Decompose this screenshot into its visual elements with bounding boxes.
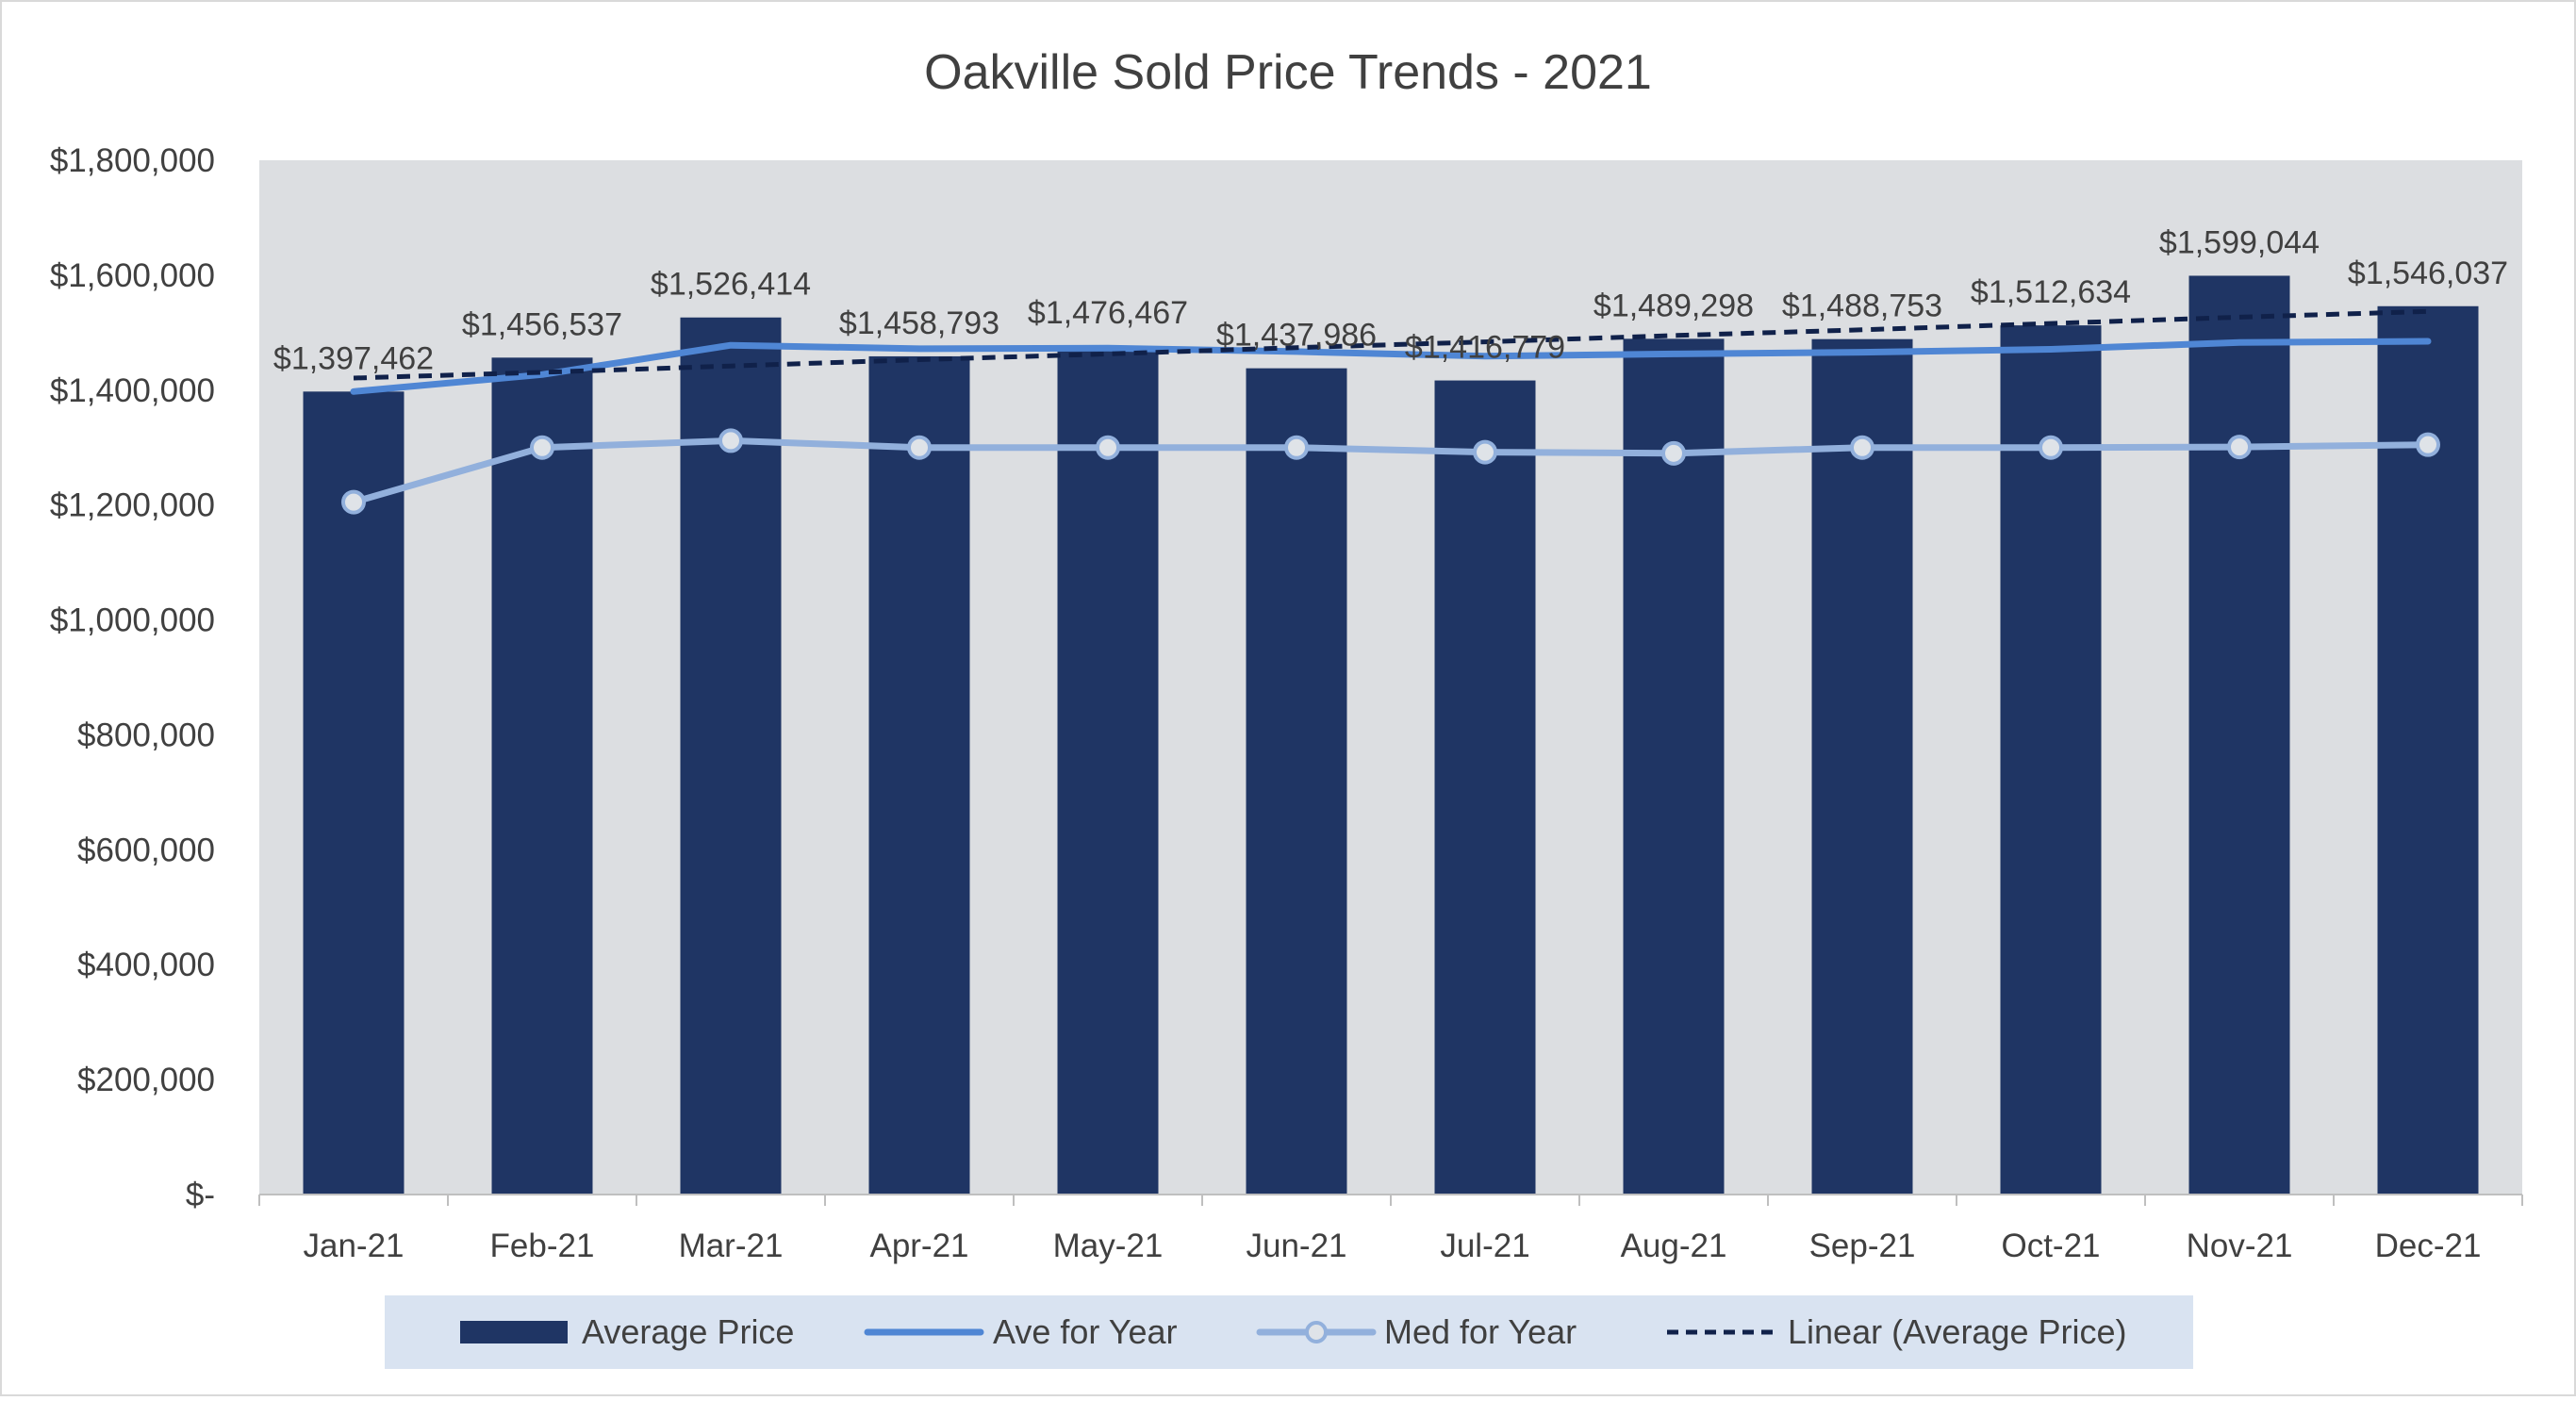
bar-feb-21 bbox=[491, 357, 593, 1195]
x-tick-label: Jun-21 bbox=[1246, 1228, 1346, 1264]
bar-nov-21 bbox=[2188, 275, 2290, 1195]
data-label-may-21: $1,476,467 bbox=[1028, 295, 1188, 331]
line-path bbox=[350, 437, 2432, 506]
data-label-apr-21: $1,458,793 bbox=[839, 305, 999, 341]
data-label-sep-21: $1,488,753 bbox=[1782, 288, 1942, 324]
median-point-apr-21 bbox=[907, 435, 932, 460]
legend-item-ave-for-year: Ave for Year bbox=[864, 1312, 1178, 1351]
x-tick-label: Apr-21 bbox=[869, 1228, 968, 1264]
x-tick-label: Feb-21 bbox=[490, 1228, 595, 1264]
data-label-dec-21: $1,546,037 bbox=[2348, 255, 2508, 291]
median-point-nov-21 bbox=[2227, 435, 2252, 460]
legend-swatch bbox=[460, 1321, 568, 1343]
bar-jun-21 bbox=[1246, 368, 1347, 1195]
y-tick-label: $200,000 bbox=[77, 1062, 215, 1098]
y-tick-label: $1,600,000 bbox=[50, 257, 215, 294]
median-point-oct-21 bbox=[2039, 435, 2063, 460]
data-label-jun-21: $1,437,986 bbox=[1216, 318, 1377, 354]
line-path bbox=[350, 338, 2432, 395]
line-series-med-for-year bbox=[341, 428, 2440, 515]
y-tick-label: $1,000,000 bbox=[50, 602, 215, 639]
data-label-nov-21: $1,599,044 bbox=[2159, 224, 2320, 260]
legend-marker bbox=[1305, 1321, 1328, 1343]
legend-label: Linear (Average Price) bbox=[1788, 1312, 2127, 1351]
legend-item-linear-average-price: Linear (Average Price) bbox=[1667, 1312, 2127, 1351]
x-tick-label: Sep-21 bbox=[1809, 1228, 1916, 1264]
median-point-jul-21 bbox=[1473, 439, 1497, 465]
line-series-group bbox=[341, 308, 2440, 515]
x-tick-label: May-21 bbox=[1053, 1228, 1164, 1264]
y-tick-label: $400,000 bbox=[77, 947, 215, 983]
x-tick-label: Oct-21 bbox=[2001, 1228, 2100, 1264]
median-point-jan-21 bbox=[341, 489, 366, 515]
legend-label: Average Price bbox=[582, 1312, 794, 1351]
legend-item-average-price: Average Price bbox=[460, 1312, 794, 1351]
bar-may-21 bbox=[1057, 346, 1159, 1195]
median-point-mar-21 bbox=[718, 428, 743, 453]
median-point-jun-21 bbox=[1284, 435, 1309, 460]
x-tick-label: Jul-21 bbox=[1440, 1228, 1529, 1264]
median-point-may-21 bbox=[1096, 435, 1120, 460]
y-tick-label: $- bbox=[186, 1177, 215, 1213]
x-tick-label: Nov-21 bbox=[2187, 1228, 2293, 1264]
median-point-aug-21 bbox=[1661, 440, 1686, 466]
bar-apr-21 bbox=[868, 355, 970, 1195]
median-point-dec-21 bbox=[2416, 432, 2440, 457]
chart-title: Oakville Sold Price Trends - 2021 bbox=[924, 45, 1652, 100]
data-label-mar-21: $1,526,414 bbox=[651, 267, 811, 303]
x-tick-label: Jan-21 bbox=[303, 1228, 404, 1264]
data-label-jan-21: $1,397,462 bbox=[273, 340, 434, 376]
plot-area bbox=[259, 160, 2522, 1195]
data-label-jul-21: $1,416,779 bbox=[1405, 330, 1565, 366]
x-tick-label: Aug-21 bbox=[1621, 1228, 1727, 1264]
x-axis: Jan-21 Feb-21 Mar-21 Apr-21 May-21 Jun-21 Jul-… bbox=[258, 1194, 2523, 1264]
y-tick-label: $1,200,000 bbox=[50, 487, 215, 524]
legend-label: Ave for Year bbox=[993, 1312, 1178, 1351]
legend: Average Price Ave for Year Med for Year Lin… bbox=[385, 1295, 2193, 1369]
data-label-aug-21: $1,489,298 bbox=[1593, 288, 1754, 323]
median-point-feb-21 bbox=[530, 435, 554, 460]
legend-label: Med for Year bbox=[1384, 1312, 1577, 1351]
x-tick-label: Dec-21 bbox=[2375, 1228, 2482, 1264]
x-tick-label: Mar-21 bbox=[679, 1228, 784, 1264]
y-axis: $- $200,000 $400,000 $600,000 $800,000 $1,000… bbox=[50, 142, 215, 1213]
bar-jul-21 bbox=[1434, 380, 1536, 1195]
y-tick-label: $1,400,000 bbox=[50, 372, 215, 409]
bar-sep-21 bbox=[1811, 338, 1913, 1195]
y-tick-label: $1,800,000 bbox=[50, 142, 215, 179]
y-tick-label: $800,000 bbox=[77, 717, 215, 753]
bar-jan-21 bbox=[303, 391, 405, 1195]
bar-oct-21 bbox=[2000, 325, 2102, 1195]
data-label-feb-21: $1,456,537 bbox=[462, 306, 622, 342]
bar-series-average-price bbox=[303, 275, 2479, 1195]
bar-mar-21 bbox=[680, 317, 782, 1195]
y-tick-label: $600,000 bbox=[77, 832, 215, 868]
data-label-oct-21: $1,512,634 bbox=[1971, 274, 2131, 310]
data-labels: $1,397,462 $1,456,537 $1,526,414 $1,458,793… bbox=[273, 224, 2508, 376]
median-point-sep-21 bbox=[1850, 435, 1874, 460]
bar-aug-21 bbox=[1623, 338, 1725, 1195]
line-series-ave-for-year bbox=[350, 338, 2432, 395]
legend-item-med-for-year: Med for Year bbox=[1256, 1312, 1577, 1351]
